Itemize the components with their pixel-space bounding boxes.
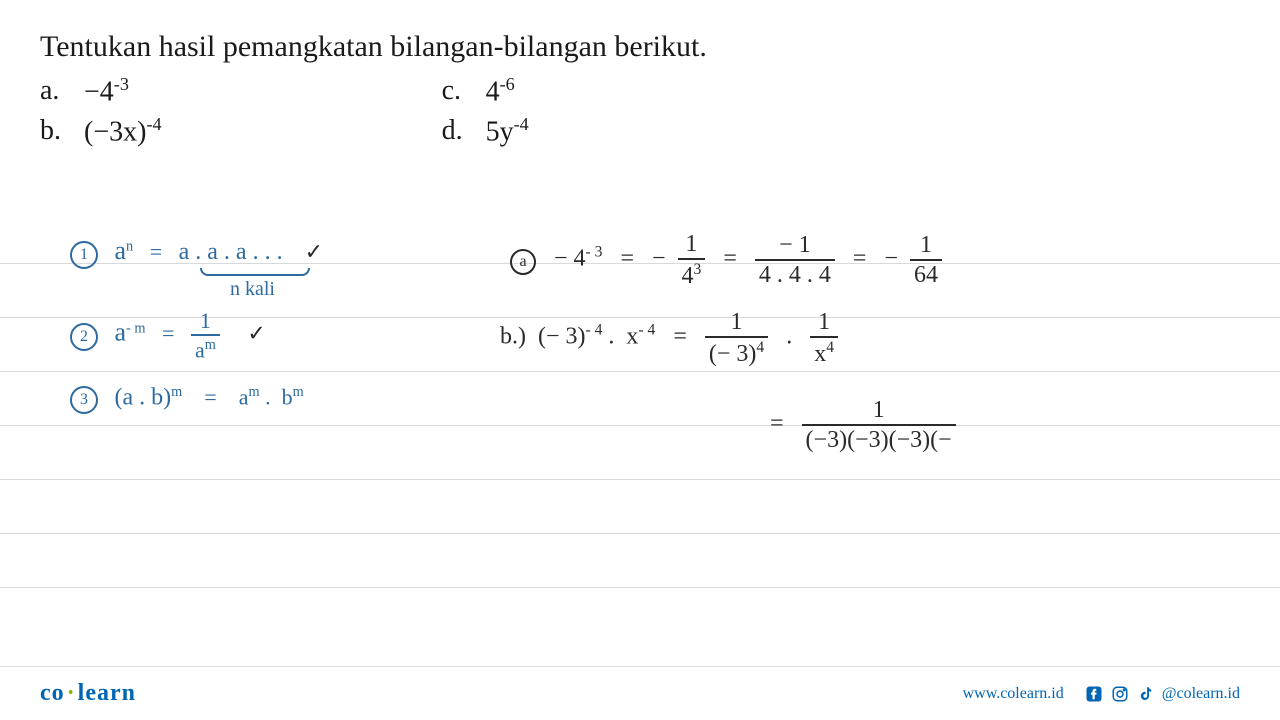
option-expr: −4-3 bbox=[84, 74, 129, 108]
option-d: d. 5y-4 bbox=[442, 114, 529, 148]
rule-1-note: n kali bbox=[230, 278, 275, 301]
fraction: 1 64 bbox=[910, 233, 942, 287]
option-label: c. bbox=[442, 75, 466, 107]
paper-line bbox=[0, 426, 1280, 480]
paper-line bbox=[0, 480, 1280, 534]
check-icon: ✓ bbox=[247, 321, 265, 346]
rule-1: 1 an = a . a . a . . . ✓ bbox=[70, 236, 323, 269]
options-col-right: c. 4-6 d. 5y-4 bbox=[442, 74, 529, 149]
footer-url: www.colearn.id bbox=[963, 685, 1064, 703]
circled-number-icon: 2 bbox=[70, 323, 98, 351]
work-b-line1: b.) (− 3)- 4 . x- 4 = 1 (− 3)4 . 1 x4 bbox=[500, 310, 838, 366]
option-label: b. bbox=[40, 115, 64, 147]
fraction: 1 am bbox=[191, 310, 220, 361]
fraction: 1 (−3)(−3)(−3)(− bbox=[802, 398, 956, 452]
option-a: a. −4-3 bbox=[40, 74, 162, 108]
fraction: − 1 4 . 4 . 4 bbox=[755, 233, 835, 287]
work-a: a − 4- 3 = − 1 43 = − 1 4 . 4 . 4 = − 1 … bbox=[510, 232, 942, 288]
facebook-icon bbox=[1084, 684, 1104, 704]
rule-3: 3 (a . b)m = am . bm bbox=[70, 384, 304, 414]
work-b-line2: = 1 (−3)(−3)(−3)(− bbox=[770, 398, 956, 452]
fraction: 1 x4 bbox=[810, 310, 838, 366]
footer-right: www.colearn.id @colearn.id bbox=[963, 684, 1240, 704]
options-col-left: a. −4-3 b. (−3x)-4 bbox=[40, 74, 162, 149]
circled-label-icon: a bbox=[510, 249, 536, 275]
option-b: b. (−3x)-4 bbox=[40, 114, 162, 148]
question-title: Tentukan hasil pemangkatan bilangan-bila… bbox=[40, 30, 1240, 64]
option-expr: 5y-4 bbox=[486, 114, 529, 148]
brand-logo: co·learn bbox=[40, 680, 136, 707]
circled-number-icon: 1 bbox=[70, 241, 98, 269]
instagram-icon bbox=[1110, 684, 1130, 704]
option-label: d. bbox=[442, 115, 466, 147]
fraction: 1 43 bbox=[678, 232, 706, 288]
option-expr: 4-6 bbox=[486, 74, 515, 108]
paper-line bbox=[0, 534, 1280, 588]
options: a. −4-3 b. (−3x)-4 c. 4-6 d. bbox=[40, 74, 1240, 149]
circled-number-icon: 3 bbox=[70, 386, 98, 414]
social-links: @colearn.id bbox=[1084, 684, 1240, 704]
option-label: a. bbox=[40, 75, 64, 107]
check-icon: ✓ bbox=[305, 239, 323, 264]
fraction: 1 (− 3)4 bbox=[705, 310, 768, 366]
footer: co·learn www.colearn.id @colearn.id bbox=[0, 666, 1280, 720]
option-expr: (−3x)-4 bbox=[84, 114, 162, 148]
underbrace-icon bbox=[200, 268, 310, 276]
question-block: Tentukan hasil pemangkatan bilangan-bila… bbox=[0, 0, 1280, 159]
social-handle: @colearn.id bbox=[1162, 685, 1240, 703]
tiktok-icon bbox=[1136, 684, 1156, 704]
option-c: c. 4-6 bbox=[442, 74, 529, 108]
rule-2: 2 a- m = 1 am ✓ bbox=[70, 310, 266, 361]
